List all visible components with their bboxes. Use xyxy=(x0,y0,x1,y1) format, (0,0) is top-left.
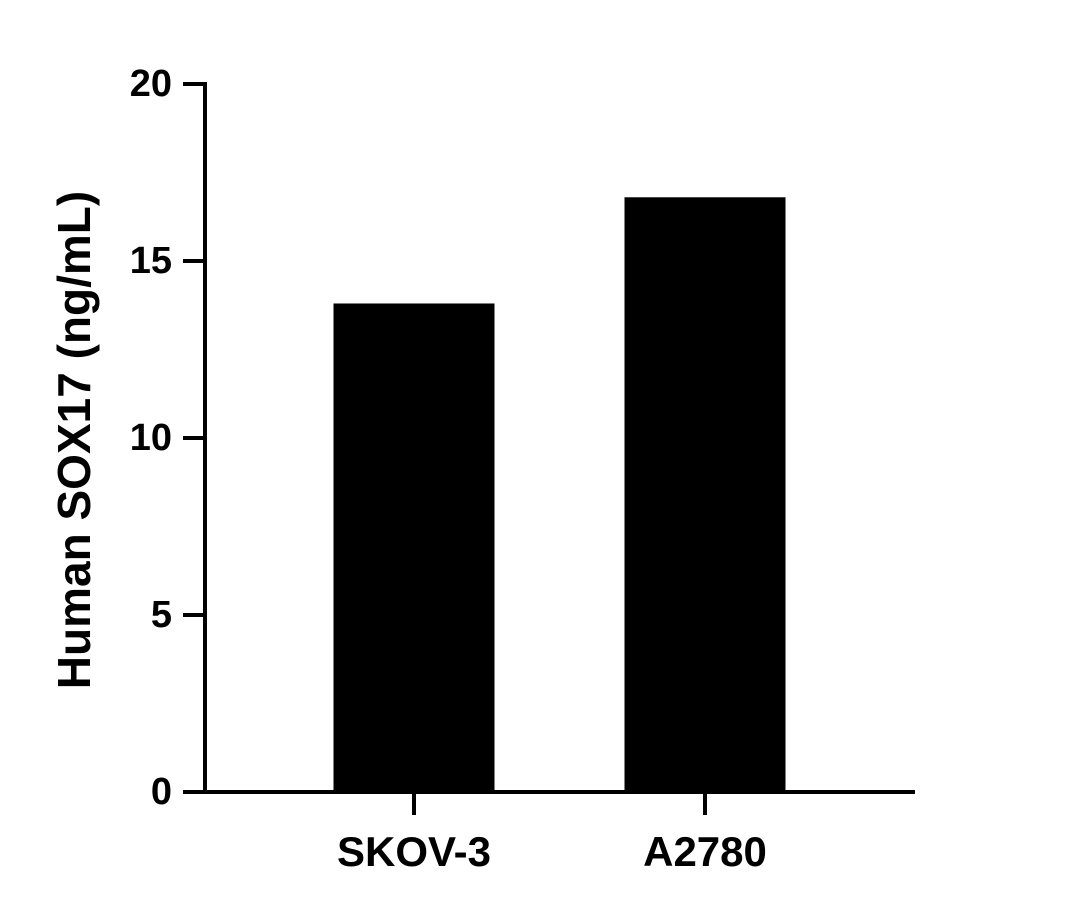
bar xyxy=(333,303,495,792)
y-tick-label: 0 xyxy=(151,771,172,813)
y-tick-label: 15 xyxy=(130,240,172,282)
bar xyxy=(624,197,786,792)
x-tick-label: A2780 xyxy=(643,828,767,875)
y-tick-label: 10 xyxy=(130,417,172,459)
y-tick-label: 20 xyxy=(130,63,172,105)
x-tick-label: SKOV-3 xyxy=(337,828,491,875)
y-tick-label: 5 xyxy=(151,594,172,636)
y-axis-label: Human SOX17 (ng/mL) xyxy=(48,191,100,689)
